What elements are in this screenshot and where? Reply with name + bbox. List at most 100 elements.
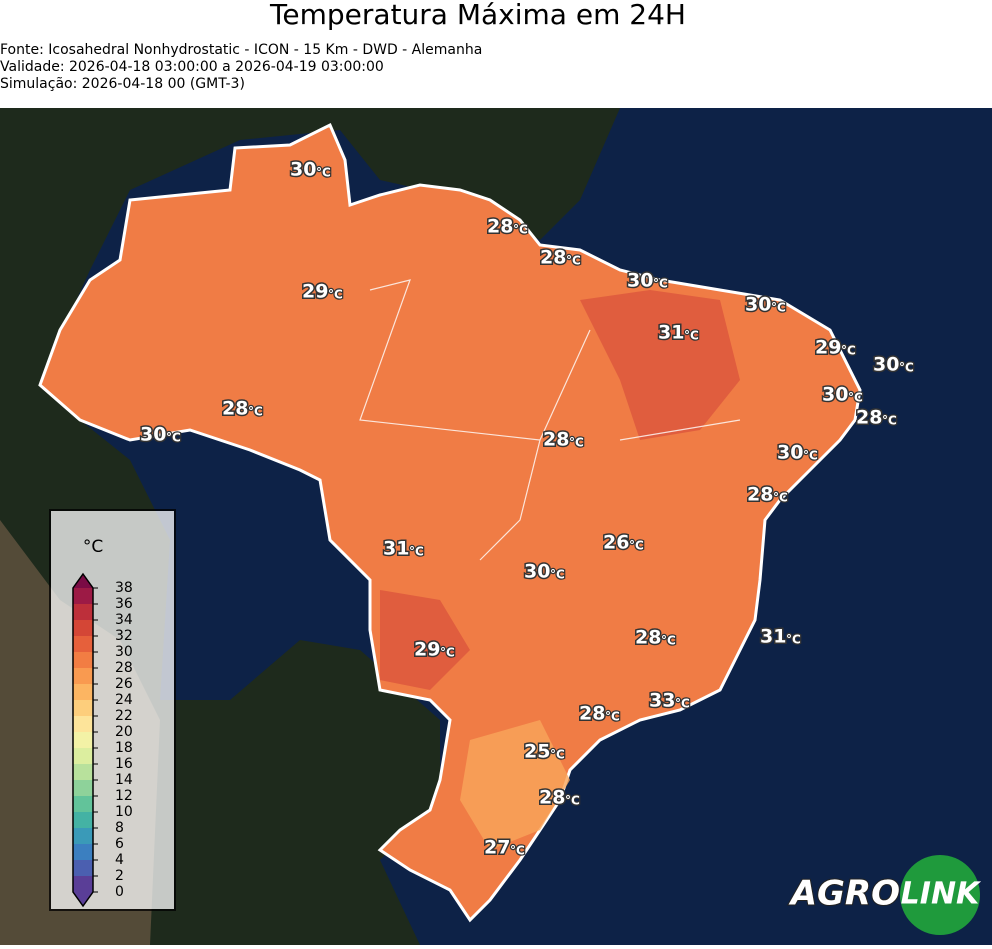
temperature-value: 29 [302,281,328,303]
colorbar-tick-label: 38 [115,580,133,596]
temperature-value: 28 [540,247,566,269]
temperature-unit: °C [899,361,914,375]
colorbar-segment [73,636,93,652]
temperature-unit: °C [773,491,788,505]
temperature-unit: °C [653,277,668,291]
temperature-value: 31 [658,322,684,344]
logo-right: LINK [901,877,982,912]
source-line: Validade: 2026-04-18 03:00:00 a 2026-04-… [0,59,384,75]
colorbar-tick-label: 26 [115,676,133,692]
colorbar-segment [73,732,93,748]
temperature-unit: °C [510,844,525,858]
temperature-unit: °C [569,436,584,450]
temperature-value: 28 [635,627,661,649]
temperature-value: 30 [822,384,848,406]
temperature-unit: °C [803,449,818,463]
colorbar-segment [73,828,93,844]
colorbar-arrow [73,574,93,588]
colorbar-tick-label: 6 [115,836,124,852]
temperature-value: 29 [414,639,440,661]
colorbar-segment [73,764,93,780]
temperature-unit: °C [409,545,424,559]
logo: AGRO LINK [787,855,982,935]
temperature-unit: °C [882,414,897,428]
colorbar-segment [73,588,93,604]
colorbar-segment [73,620,93,636]
temperature-value: 30 [524,561,550,583]
temperature-unit: °C [440,646,455,660]
temperature-value: 28 [222,398,248,420]
colorbar-tick-label: 36 [115,596,133,612]
temperature-value: 28 [543,429,569,451]
temperature-labels: 30 °C28 °C28 °C30 °C29 °C31 °C30 °C29 °C30 °C30 °C… [139,157,916,860]
colorbar-segment [73,748,93,764]
colorbar-tick-label: 10 [115,804,133,820]
temperature-value: 28 [579,703,605,725]
colorbar-segment [73,668,93,684]
colorbar-tick-label: 0 [115,884,124,900]
temperature-unit: °C [513,223,528,237]
colorbar-segment [73,604,93,620]
temperature-value: 28 [747,484,773,506]
temperature-unit: °C [661,634,676,648]
temperature-unit: °C [550,568,565,582]
colorbar-segment [73,860,93,876]
colorbar-arrow [73,892,93,906]
source-line: Simulação: 2026-04-18 00 (GMT-3) [0,76,245,92]
temperature-unit: °C [771,301,786,315]
temperature-value: 27 [484,837,510,859]
colorbar-tick-label: 18 [115,740,133,756]
hot-region [380,590,470,690]
colorbar-tick-label: 4 [115,852,124,868]
colorbar-tick-label: 34 [115,612,133,628]
colorbar-segment [73,700,93,716]
temperature-value: 28 [487,216,513,238]
temperature-value: 26 [603,532,629,554]
temperature-unit: °C [629,539,644,553]
temperature-value: 30 [873,354,899,376]
colorbar-tick-label: 2 [115,868,124,884]
temperature-value: 30 [745,294,771,316]
temperature-value: 33 [649,690,675,712]
source-line: Fonte: Icosahedral Nonhydrostatic - ICON… [0,42,482,58]
temperature-value: 25 [524,741,550,763]
temperature-value: 30 [777,442,803,464]
colorbar-panel [49,509,176,911]
temperature-value: 30 [140,424,166,446]
colorbar-segment [73,844,93,860]
colorbar-tick-label: 20 [115,724,133,740]
temperature-unit: °C [328,288,343,302]
temperature-unit: °C [605,710,620,724]
logo-left: AGRO [788,874,900,914]
colorbar-tick-label: 16 [115,756,133,772]
colorbar-tick-label: 24 [115,692,133,708]
colorbar-segment [73,652,93,668]
state-borders [359,279,741,561]
temperature-value: 28 [539,787,565,809]
colorbar-segment [73,780,93,796]
temperature-unit: °C [786,633,801,647]
colorbar-segment [73,684,93,700]
colorbar-segment [73,796,93,812]
temperature-value: 31 [383,538,409,560]
logo-circle [900,855,980,935]
colorbar-segment [73,716,93,732]
temperature-value: 29 [815,337,841,359]
colorbar-title: °C [83,537,103,557]
temperature-unit: °C [550,748,565,762]
colorbar-tick-label: 8 [115,820,124,836]
colorbar-segment [73,812,93,828]
temperature-unit: °C [248,405,263,419]
colorbar-tick-label: 22 [115,708,133,724]
temperature-unit: °C [848,391,863,405]
temperature-unit: °C [316,166,331,180]
title: Temperatura Máxima em 24H [269,0,686,31]
colorbar-tick-label: 30 [115,644,133,660]
colorbar-segment [73,876,93,892]
temperature-value: 28 [856,407,882,429]
temperature-value: 30 [290,159,316,181]
temperature-unit: °C [841,344,856,358]
